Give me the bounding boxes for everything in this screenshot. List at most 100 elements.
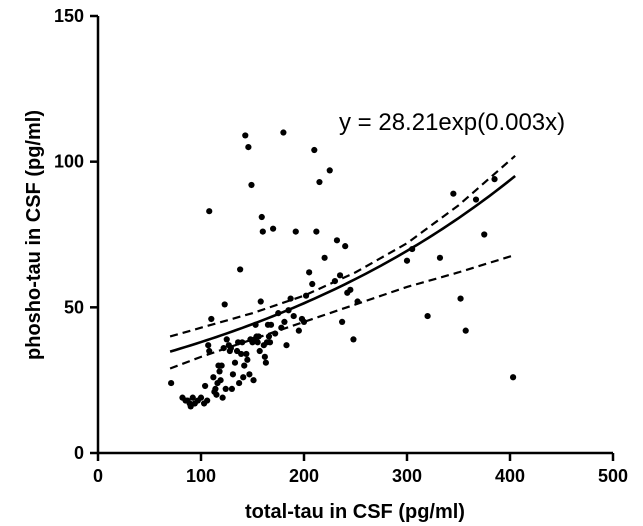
data-point — [223, 336, 230, 343]
data-point — [491, 176, 498, 183]
data-point — [227, 345, 234, 352]
data-point — [206, 208, 213, 215]
data-point — [326, 167, 333, 174]
data-point — [311, 146, 318, 154]
data-point — [206, 347, 213, 355]
fit-curve — [169, 174, 516, 353]
data-point — [262, 359, 269, 366]
data-point — [481, 231, 488, 238]
data-point — [302, 292, 310, 299]
data-point — [450, 190, 457, 197]
data-point — [237, 266, 244, 273]
data-point — [217, 377, 224, 384]
data-point — [266, 339, 274, 346]
series-layer — [168, 129, 517, 410]
data-point — [409, 245, 416, 253]
x-tick-label: 100 — [186, 466, 216, 486]
data-point — [231, 359, 239, 366]
x-tick-label: 400 — [495, 466, 525, 486]
x-tick-label: 300 — [392, 466, 422, 486]
data-point — [208, 315, 215, 323]
data-point — [244, 356, 251, 363]
data-point — [243, 350, 250, 358]
data-point — [221, 301, 228, 308]
data-point — [280, 129, 287, 136]
ticks-layer: 0 100 200 300 400 500 0 50 100 150 — [54, 6, 628, 486]
data-point — [197, 394, 205, 401]
data-point — [342, 243, 349, 250]
data-point — [313, 228, 320, 235]
axes-layer — [96, 16, 613, 455]
data-point — [219, 394, 226, 401]
y-tick-label: 150 — [54, 6, 84, 26]
y-axis-title: phosho-tau in CSF (pg/ml) — [23, 110, 45, 360]
data-point — [339, 318, 346, 325]
data-point — [275, 310, 282, 317]
upper-confidence-line — [169, 155, 516, 338]
data-point — [350, 336, 357, 343]
data-point — [354, 298, 361, 305]
data-point — [240, 374, 247, 381]
data-point — [292, 228, 299, 235]
data-point — [205, 342, 212, 349]
data-point — [210, 374, 217, 381]
data-point — [256, 347, 263, 355]
data-point — [295, 327, 302, 334]
data-point — [462, 327, 469, 334]
data-point — [290, 312, 297, 320]
data-point — [228, 385, 235, 393]
data-point — [270, 225, 277, 232]
data-point — [424, 312, 431, 320]
data-point — [254, 339, 261, 346]
data-point — [246, 371, 253, 378]
data-point — [258, 213, 265, 221]
x-tick-label: 500 — [598, 466, 628, 486]
data-point — [347, 286, 354, 293]
x-tick-label: 200 — [289, 466, 319, 486]
data-point — [213, 391, 220, 398]
data-point — [212, 385, 219, 393]
data-point — [238, 350, 245, 358]
data-point — [457, 295, 464, 302]
data-point — [309, 280, 316, 288]
data-point — [285, 307, 292, 314]
data-point — [229, 371, 237, 378]
data-point — [436, 254, 444, 261]
data-point — [509, 374, 517, 381]
data-point — [316, 178, 323, 186]
data-point — [218, 362, 225, 369]
data-point — [250, 377, 257, 384]
x-axis-title: total-tau in CSF (pg/ml) — [245, 501, 465, 523]
y-tick-label: 0 — [74, 443, 84, 463]
data-point — [241, 362, 248, 369]
data-point — [222, 385, 229, 393]
data-point — [252, 321, 259, 328]
data-point — [306, 269, 313, 276]
data-point — [236, 379, 243, 387]
fit-equation: y = 28.21exp(0.003x) — [339, 109, 565, 136]
data-point — [283, 342, 290, 349]
data-point — [272, 330, 279, 337]
data-point — [278, 324, 285, 331]
data-point — [245, 144, 252, 151]
data-point — [248, 181, 255, 189]
data-point — [281, 318, 288, 325]
data-point — [333, 237, 341, 244]
data-point — [239, 339, 246, 346]
data-point — [242, 132, 249, 139]
data-point — [287, 295, 294, 302]
data-point — [472, 196, 480, 203]
y-tick-label: 50 — [64, 297, 84, 317]
data-point — [261, 353, 268, 360]
data-point — [336, 272, 344, 279]
data-point — [321, 254, 328, 261]
data-point — [265, 333, 273, 340]
data-point — [189, 394, 196, 401]
data-point — [331, 278, 338, 285]
data-point — [403, 257, 411, 264]
data-point — [202, 382, 209, 390]
data-point — [255, 333, 262, 340]
x-tick-label: 0 — [93, 466, 103, 486]
